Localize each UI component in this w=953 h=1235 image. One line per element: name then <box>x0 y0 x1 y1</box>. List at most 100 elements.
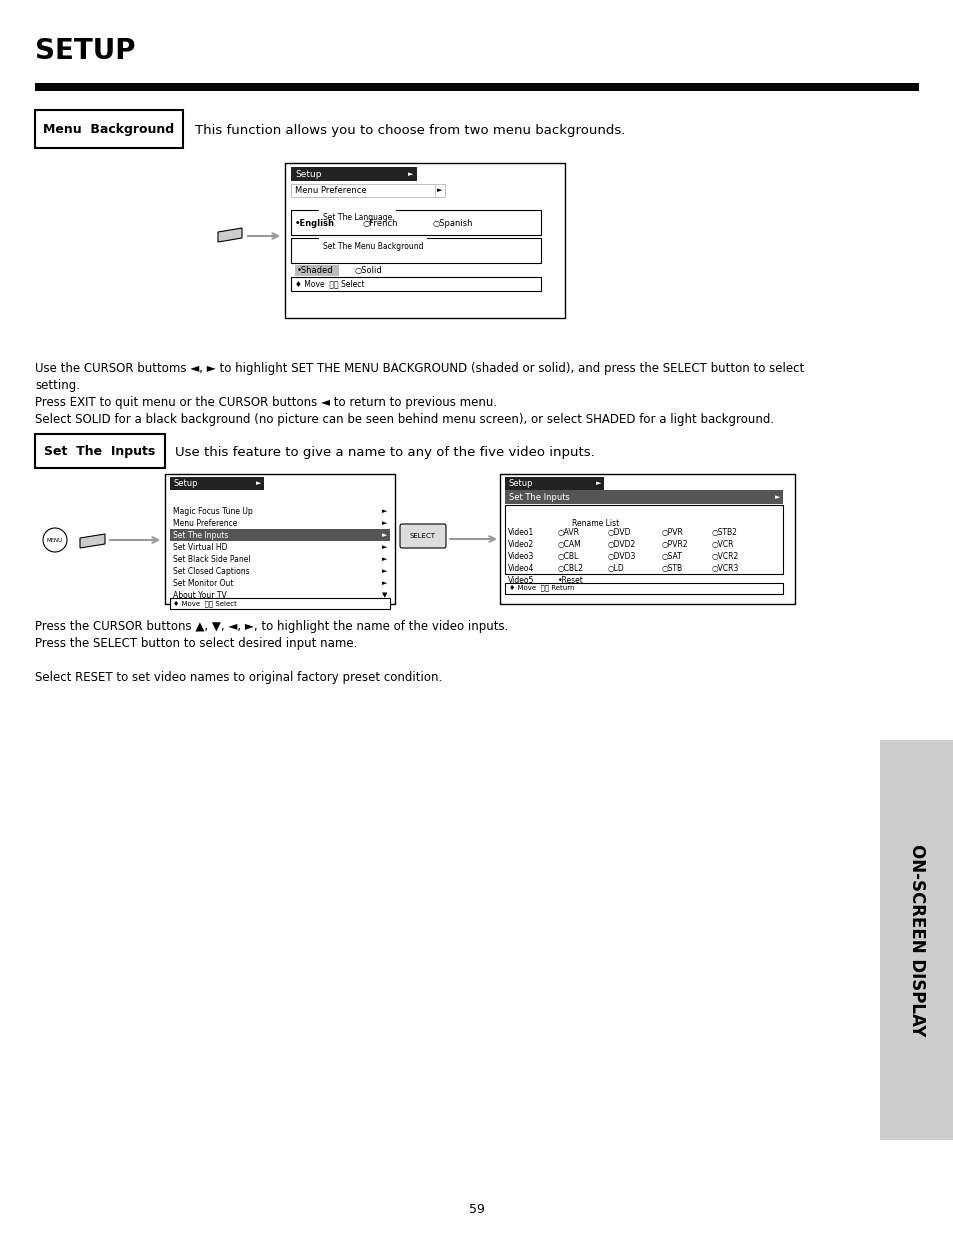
Text: Use this feature to give a name to any of the five video inputs.: Use this feature to give a name to any o… <box>174 446 594 458</box>
Text: ►: ► <box>596 480 601 487</box>
Bar <box>170 477 254 490</box>
Bar <box>772 490 782 504</box>
Text: Select RESET to set video names to original factory preset condition.: Select RESET to set video names to origi… <box>35 671 442 684</box>
Text: ○DVD3: ○DVD3 <box>607 552 636 561</box>
Text: ►: ► <box>408 170 414 177</box>
Text: ►: ► <box>775 494 780 500</box>
Bar <box>253 477 264 490</box>
Text: ○CBL: ○CBL <box>558 552 578 561</box>
Text: Menu  Background: Menu Background <box>44 122 174 136</box>
Text: Press the CURSOR buttons ▲, ▼, ◄, ►, to highlight the name of the video inputs.: Press the CURSOR buttons ▲, ▼, ◄, ►, to … <box>35 620 508 634</box>
Bar <box>294 266 338 275</box>
Text: ♦ Move  ⓈⓄ Select: ♦ Move ⓈⓄ Select <box>172 600 236 608</box>
Text: About Your TV: About Your TV <box>172 590 227 599</box>
Text: •Shaded: •Shaded <box>296 266 334 274</box>
Text: ►: ► <box>382 520 387 526</box>
Bar <box>35 433 165 468</box>
Bar <box>165 474 395 604</box>
Bar <box>35 110 183 148</box>
Text: Set The Inputs: Set The Inputs <box>172 531 228 540</box>
Text: 59: 59 <box>469 1203 484 1216</box>
Bar <box>405 167 416 182</box>
Bar <box>291 277 540 291</box>
Text: Video1: Video1 <box>507 527 534 536</box>
Text: Select SOLID for a black background (no picture can be seen behind menu screen),: Select SOLID for a black background (no … <box>35 412 773 426</box>
Bar <box>170 598 390 609</box>
Bar <box>170 529 385 541</box>
Text: Set  The  Inputs: Set The Inputs <box>45 445 155 457</box>
Text: SETUP: SETUP <box>35 37 135 65</box>
Text: Setup: Setup <box>173 478 198 488</box>
Text: Magic Focus Tune Up: Magic Focus Tune Up <box>172 506 253 515</box>
Bar <box>504 490 774 504</box>
Text: ON-SCREEN DISPLAY: ON-SCREEN DISPLAY <box>907 844 925 1036</box>
Bar <box>435 184 444 198</box>
Text: ○Spanish: ○Spanish <box>433 219 473 227</box>
Text: ►: ► <box>436 186 442 193</box>
Bar <box>504 583 782 594</box>
Text: ○VCR3: ○VCR3 <box>711 563 739 573</box>
Bar <box>594 477 603 490</box>
Text: ○French: ○French <box>363 219 398 227</box>
Text: ♦ Move  ⓈⓄ Return: ♦ Move ⓈⓄ Return <box>509 584 574 592</box>
Bar <box>879 740 953 1140</box>
Text: ○DVD: ○DVD <box>607 527 631 536</box>
Text: This function allows you to choose from two menu backgrounds.: This function allows you to choose from … <box>194 124 625 137</box>
Text: Video3: Video3 <box>507 552 534 561</box>
FancyBboxPatch shape <box>399 524 446 548</box>
Text: ○AVR: ○AVR <box>558 527 579 536</box>
Text: ▼: ▼ <box>90 538 94 543</box>
Text: Video2: Video2 <box>507 540 534 548</box>
Text: Set The Menu Background: Set The Menu Background <box>323 242 423 251</box>
Text: Set Black Side Panel: Set Black Side Panel <box>172 555 251 563</box>
Polygon shape <box>80 534 105 548</box>
Text: ►: ► <box>382 508 387 514</box>
Text: ○PVR2: ○PVR2 <box>661 540 688 548</box>
Text: Setup: Setup <box>509 478 533 488</box>
Bar <box>291 238 540 263</box>
Bar <box>504 477 595 490</box>
Text: ○LD: ○LD <box>607 563 624 573</box>
Text: •English: •English <box>294 219 335 227</box>
Text: ○SAT: ○SAT <box>661 552 682 561</box>
Text: Menu Preference: Menu Preference <box>172 519 237 527</box>
Text: ▼: ▼ <box>227 233 233 240</box>
Text: Set Closed Captions: Set Closed Captions <box>172 567 250 576</box>
Text: Setup: Setup <box>294 169 321 179</box>
Bar <box>291 167 406 182</box>
Text: ►: ► <box>382 580 387 585</box>
Text: Press the SELECT button to select desired input name.: Press the SELECT button to select desire… <box>35 637 357 650</box>
Text: Set The Inputs: Set The Inputs <box>509 493 569 501</box>
Text: ►: ► <box>382 532 387 538</box>
Text: ○VCR: ○VCR <box>711 540 734 548</box>
Text: Rename List: Rename List <box>572 519 618 529</box>
Polygon shape <box>218 228 242 242</box>
Bar <box>379 529 390 541</box>
Text: Use the CURSOR buttoms ◄, ► to highlight SET THE MENU BACKGROUND (shaded or soli: Use the CURSOR buttoms ◄, ► to highlight… <box>35 362 803 375</box>
Text: ►: ► <box>256 480 261 487</box>
Text: ♦ Move  ⓈⓄ Select: ♦ Move ⓈⓄ Select <box>294 279 364 289</box>
Text: •Reset: •Reset <box>558 576 583 584</box>
Text: ○VCR2: ○VCR2 <box>711 552 739 561</box>
Text: ○STB2: ○STB2 <box>711 527 737 536</box>
Text: ○CBL2: ○CBL2 <box>558 563 583 573</box>
Bar <box>285 163 564 317</box>
Text: ►: ► <box>382 543 387 550</box>
Text: ○PVR: ○PVR <box>661 527 683 536</box>
Text: ○STB: ○STB <box>661 563 682 573</box>
Bar <box>504 505 782 574</box>
Text: Menu Preference: Menu Preference <box>294 185 366 194</box>
Bar <box>499 474 794 604</box>
Text: Video5: Video5 <box>507 576 534 584</box>
Text: MENU: MENU <box>47 537 63 542</box>
Bar <box>35 83 918 91</box>
Text: Video4: Video4 <box>507 563 534 573</box>
Text: Set The Language: Set The Language <box>323 212 392 222</box>
Text: ►: ► <box>382 556 387 562</box>
Text: Press EXIT to quit menu or the CURSOR buttons ◄ to return to previous menu.: Press EXIT to quit menu or the CURSOR bu… <box>35 396 497 409</box>
Bar <box>291 184 436 198</box>
Text: ○Solid: ○Solid <box>355 266 382 274</box>
Text: ○CAM: ○CAM <box>558 540 581 548</box>
Text: Set Monitor Out: Set Monitor Out <box>172 578 233 588</box>
Text: setting.: setting. <box>35 379 80 391</box>
